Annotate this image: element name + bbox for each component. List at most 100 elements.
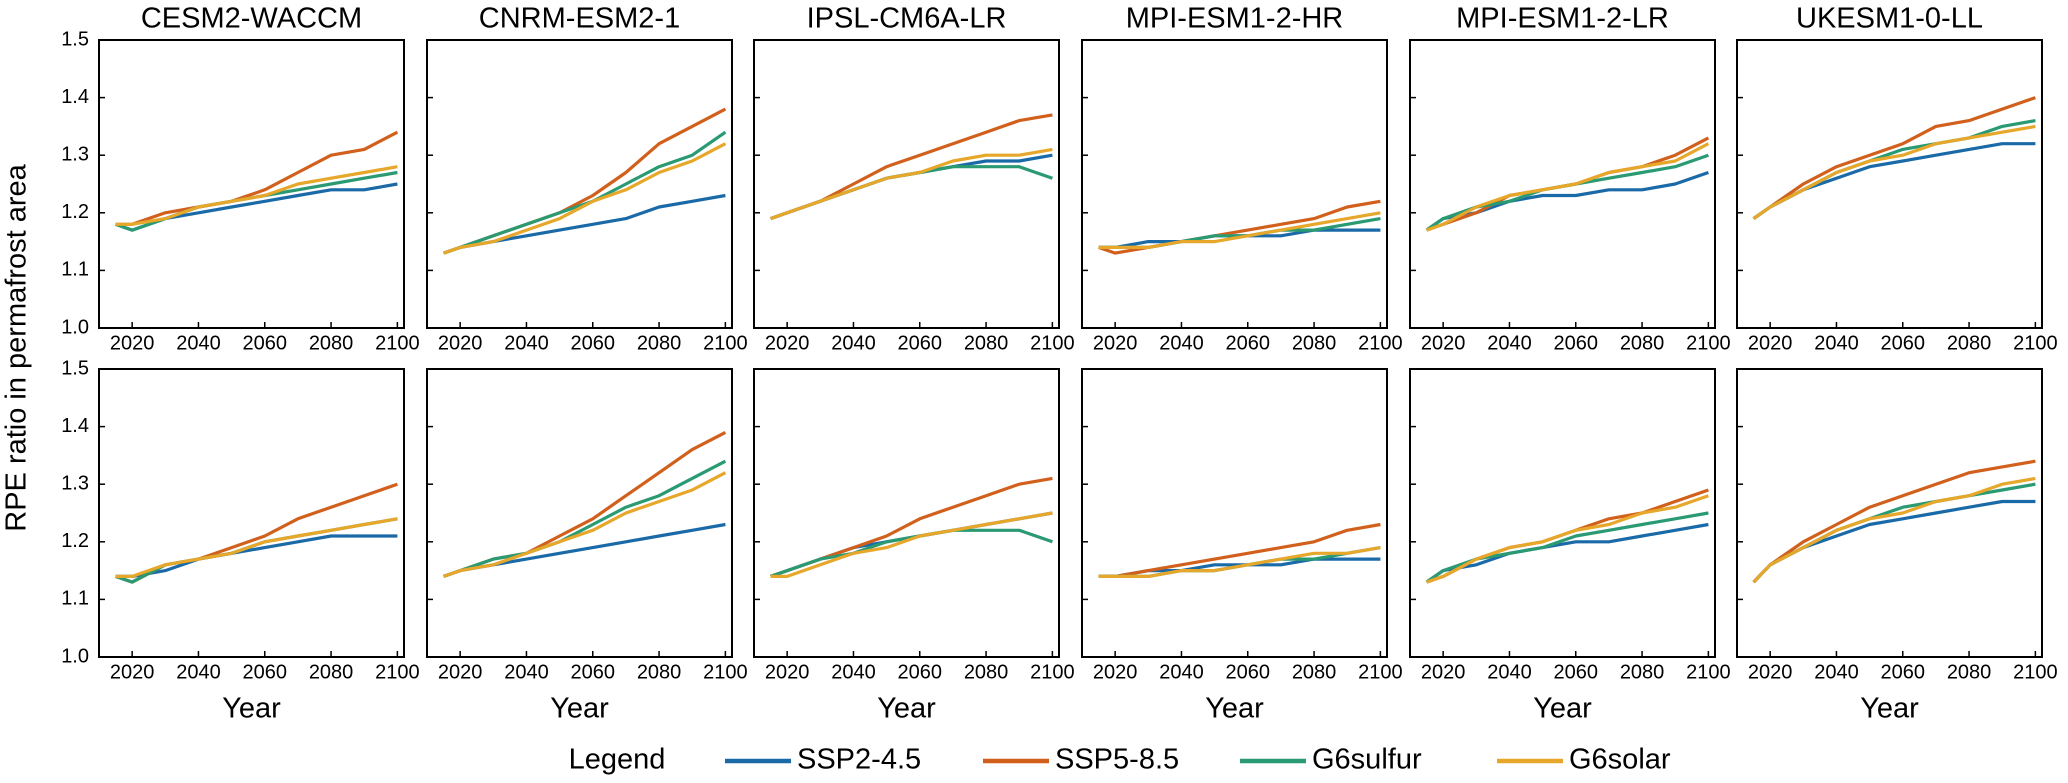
series-line	[443, 471, 727, 578]
series-line	[1426, 494, 1709, 584]
x-tick-label: 2100	[1030, 661, 1075, 683]
x-tick-label: 2100	[703, 661, 748, 683]
x-tick-label: 2040	[831, 661, 876, 683]
x-axis-label: Year	[1860, 693, 1919, 725]
panel-frame	[98, 39, 405, 329]
x-tick-label: 2060	[1554, 332, 1599, 354]
series-line	[1752, 124, 2036, 220]
x-tick-label: 2080	[964, 661, 1009, 683]
panel-frame	[1081, 39, 1388, 329]
panel-frame	[426, 39, 733, 329]
panel-frame	[753, 39, 1060, 329]
x-tick-label: 2040	[1814, 661, 1859, 683]
panel-title: MPI-ESM1-2-LR	[1456, 3, 1669, 35]
y-tick-label: 1.2	[61, 530, 89, 552]
series-line	[1425, 170, 1709, 232]
x-tick-label: 2080	[1620, 332, 1665, 354]
x-tick-label: 2060	[571, 661, 616, 683]
y-tick-label: 1.3	[61, 143, 89, 165]
panel-frame	[98, 368, 405, 658]
series-line	[1098, 546, 1381, 578]
x-tick-label: 2020	[1748, 661, 1793, 683]
series-line	[1752, 459, 2036, 584]
x-tick-label: 2080	[309, 332, 354, 354]
panel-frame	[1736, 39, 2043, 329]
panel-frame	[1409, 368, 1716, 658]
series-line	[1426, 142, 1710, 232]
panel-frame	[753, 368, 1060, 658]
x-tick-label: 2080	[964, 332, 1009, 354]
y-tick-label: 1.5	[61, 357, 89, 379]
x-tick-label: 2100	[1358, 661, 1403, 683]
y-tick-label: 1.0	[61, 316, 89, 338]
x-tick-label: 2060	[1226, 661, 1271, 683]
x-tick-label: 2100	[1358, 332, 1403, 354]
x-tick-label: 2100	[1686, 332, 1731, 354]
series-line	[1098, 199, 1381, 255]
series-line	[1098, 522, 1381, 578]
x-tick-label: 2080	[309, 661, 354, 683]
x-tick-label: 2020	[1421, 332, 1466, 354]
x-tick-label: 2060	[898, 332, 943, 354]
x-tick-label: 2080	[637, 661, 682, 683]
x-axis-label: Year	[1533, 693, 1592, 725]
x-tick-label: 2020	[1748, 332, 1793, 354]
x-tick-label: 2060	[1881, 661, 1926, 683]
x-tick-label: 2060	[243, 661, 288, 683]
x-tick-label: 2020	[1093, 661, 1138, 683]
legend-label: SSP2-4.5	[797, 744, 921, 776]
x-tick-label: 2100	[375, 332, 420, 354]
x-tick-label: 2020	[438, 661, 483, 683]
series-line	[1425, 511, 1709, 584]
y-tick-label: 1.3	[61, 472, 89, 494]
series-line	[115, 182, 398, 232]
series-line	[115, 517, 398, 578]
x-tick-label: 2060	[898, 661, 943, 683]
series-line	[1098, 211, 1381, 249]
series-line	[1752, 142, 2036, 220]
x-tick-label: 2060	[243, 332, 288, 354]
x-tick-label: 2100	[375, 661, 420, 683]
x-axis-label: Year	[550, 693, 609, 725]
x-tick-label: 2040	[1159, 332, 1204, 354]
x-tick-label: 2020	[765, 332, 810, 354]
x-axis-label: Year	[222, 693, 281, 725]
x-tick-label: 2100	[703, 332, 748, 354]
series-line	[1426, 488, 1709, 584]
series-line	[443, 459, 727, 578]
series-line	[443, 430, 727, 578]
x-tick-label: 2040	[1159, 661, 1204, 683]
y-tick-label: 1.1	[61, 259, 89, 281]
y-tick-label: 1.4	[61, 415, 89, 437]
panel-title: IPSL-CM6A-LR	[807, 3, 1007, 35]
x-tick-label: 2040	[504, 661, 549, 683]
y-tick-label: 1.5	[61, 28, 89, 50]
panel-title: CESM2-WACCM	[141, 3, 362, 35]
panel-frame	[1736, 368, 2043, 658]
x-tick-label: 2100	[1030, 332, 1075, 354]
legend-label: G6solar	[1569, 744, 1671, 776]
x-tick-label: 2080	[1620, 661, 1665, 683]
series-line	[1752, 476, 2036, 584]
panel-frame	[1081, 368, 1388, 658]
x-tick-label: 2020	[110, 661, 155, 683]
panel-title: MPI-ESM1-2-HR	[1126, 3, 1344, 35]
y-tick-label: 1.0	[61, 645, 89, 667]
x-tick-label: 2060	[1881, 332, 1926, 354]
x-tick-label: 2080	[1947, 332, 1992, 354]
y-tick-label: 1.4	[61, 86, 89, 108]
legend-title: Legend	[569, 744, 666, 776]
series-line	[770, 153, 1053, 221]
x-tick-label: 2020	[110, 332, 155, 354]
series-line	[770, 528, 1053, 578]
series-line	[443, 107, 727, 255]
x-tick-label: 2060	[1554, 661, 1599, 683]
x-tick-label: 2040	[176, 332, 221, 354]
x-tick-label: 2080	[1292, 332, 1337, 354]
x-tick-label: 2040	[504, 332, 549, 354]
x-tick-label: 2040	[1487, 661, 1532, 683]
x-tick-label: 2100	[2013, 332, 2058, 354]
panel-frame	[426, 368, 733, 658]
series-line	[115, 130, 399, 226]
